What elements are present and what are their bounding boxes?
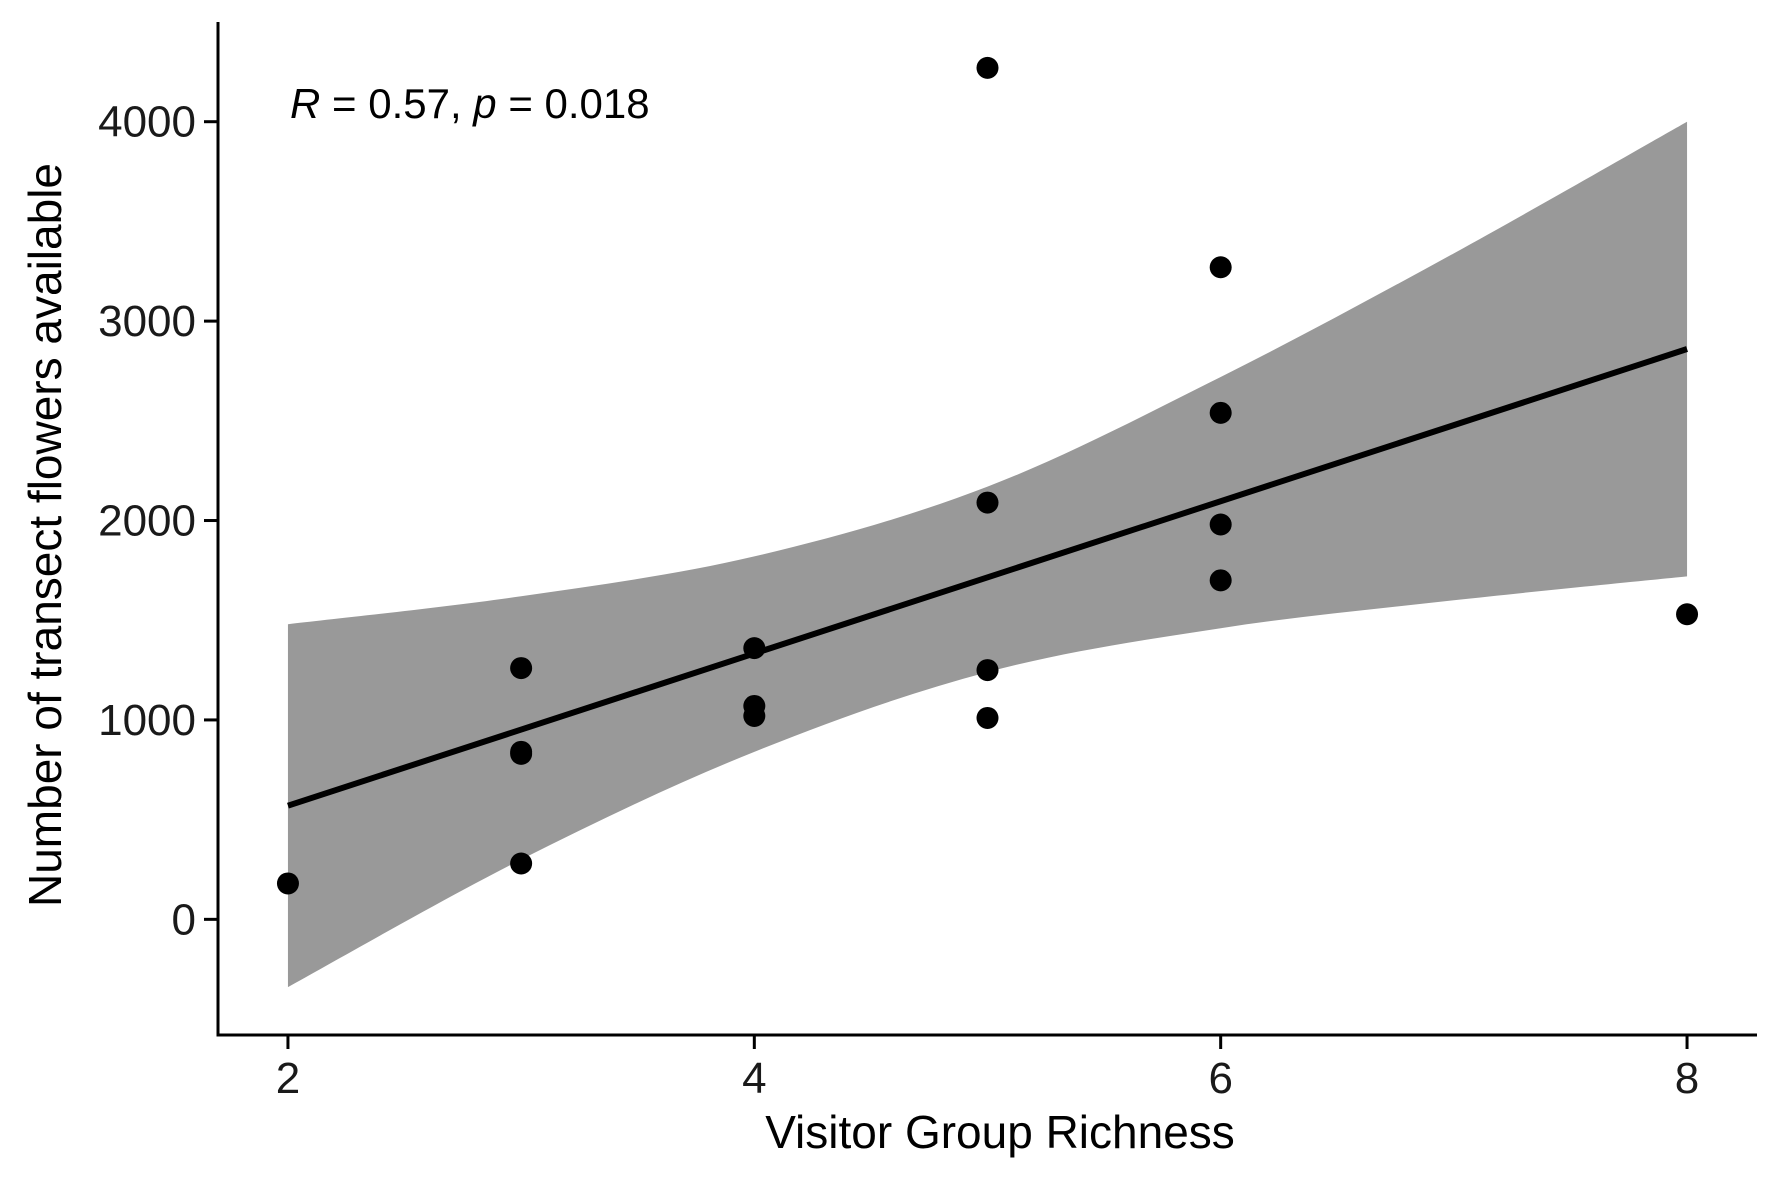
axes-layer	[216, 22, 1757, 1037]
y-tick-label: 0	[172, 895, 196, 944]
data-point	[976, 659, 999, 682]
regression-line	[287, 346, 1688, 809]
r-label: R	[290, 80, 320, 127]
x-tick-label: 4	[742, 1054, 766, 1103]
data-point	[1209, 513, 1232, 536]
confidence-band-layer	[287, 121, 1688, 988]
r-value: = 0.57,	[320, 80, 473, 127]
data-points-layer	[276, 56, 1699, 895]
data-point	[510, 742, 533, 765]
y-tick-label: 4000	[98, 98, 196, 147]
x-axis-title: Visitor Group Richness	[765, 1106, 1235, 1158]
x-tick-label: 8	[1675, 1054, 1699, 1103]
data-point	[510, 657, 533, 680]
data-point	[1209, 569, 1232, 592]
data-point	[976, 491, 999, 514]
correlation-annotation: R = 0.57, p = 0.018	[290, 80, 650, 127]
data-point	[510, 852, 533, 875]
ticks-layer: 2 4 6 8 0 1000 2000 3000 4000	[98, 98, 1699, 1103]
data-point	[1676, 603, 1699, 626]
data-point	[1209, 401, 1232, 424]
y-tick-label: 3000	[98, 297, 196, 346]
y-tick-label: 1000	[98, 696, 196, 745]
regression-line-layer	[287, 346, 1688, 809]
p-label: p	[471, 80, 496, 127]
y-tick-label: 2000	[98, 497, 196, 546]
p-value: = 0.018	[497, 80, 650, 127]
y-axis-title: Number of transect flowers available	[19, 163, 71, 907]
data-point	[976, 56, 999, 79]
data-point	[976, 706, 999, 729]
data-point	[743, 637, 766, 660]
x-tick-label: 6	[1208, 1054, 1232, 1103]
confidence-band	[287, 121, 1688, 988]
data-point	[1209, 256, 1232, 279]
data-point	[743, 704, 766, 727]
x-tick-label: 2	[276, 1054, 300, 1103]
data-point	[276, 872, 299, 895]
